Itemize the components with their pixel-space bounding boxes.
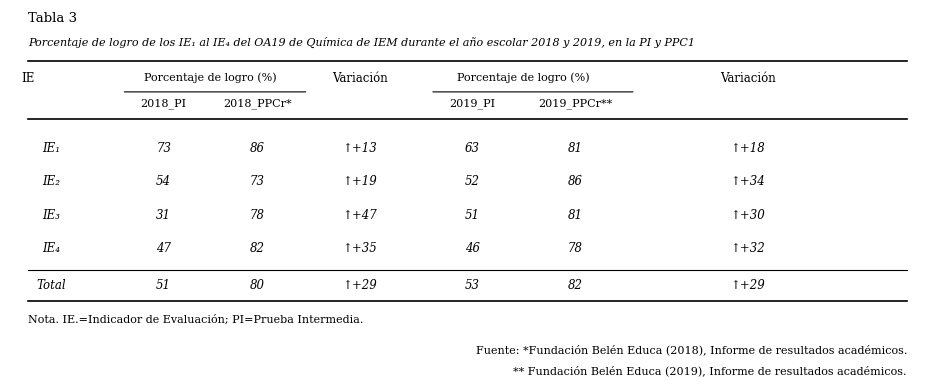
Text: IE₂: IE₂: [42, 175, 61, 188]
Text: Porcentaje de logro de los IE₁ al IE₄ del OA19 de Química de IEM durante el año : Porcentaje de logro de los IE₁ al IE₄ de…: [28, 37, 695, 48]
Text: IE₁: IE₁: [42, 142, 61, 155]
Text: ↑+13: ↑+13: [342, 142, 378, 155]
Text: ↑+29: ↑+29: [342, 279, 378, 292]
Text: 73: 73: [156, 142, 171, 155]
Text: ↑+32: ↑+32: [730, 242, 766, 255]
Text: 81: 81: [568, 208, 583, 222]
Text: ↑+47: ↑+47: [342, 208, 378, 222]
Text: 46: 46: [465, 242, 480, 255]
Text: 52: 52: [465, 175, 480, 188]
Text: 54: 54: [156, 175, 171, 188]
Text: ↑+35: ↑+35: [342, 242, 378, 255]
Text: IE₄: IE₄: [42, 242, 61, 255]
Text: ↑+30: ↑+30: [730, 208, 766, 222]
Text: 82: 82: [250, 242, 265, 255]
Text: 80: 80: [250, 279, 265, 292]
Text: 2019_PI: 2019_PI: [449, 98, 496, 109]
Text: 47: 47: [156, 242, 171, 255]
Text: Fuente: *Fundación Belén Educa (2018), Informe de resultados académicos.: Fuente: *Fundación Belén Educa (2018), I…: [476, 344, 907, 355]
Text: 51: 51: [465, 208, 480, 222]
Text: 2018_PPCr*: 2018_PPCr*: [223, 98, 292, 109]
Text: 86: 86: [568, 175, 583, 188]
Text: 2019_PPCr**: 2019_PPCr**: [538, 98, 612, 109]
Text: IE: IE: [22, 72, 35, 85]
Text: Tabla 3: Tabla 3: [28, 12, 78, 25]
Text: IE₃: IE₃: [42, 208, 61, 222]
Text: 78: 78: [250, 208, 265, 222]
Text: Total: Total: [36, 279, 66, 292]
Text: 31: 31: [156, 208, 171, 222]
Text: Porcentaje de logro (%): Porcentaje de logro (%): [457, 73, 590, 84]
Text: ↑+18: ↑+18: [730, 142, 766, 155]
Text: 73: 73: [250, 175, 265, 188]
Text: Porcentaje de logro (%): Porcentaje de logro (%): [144, 73, 277, 84]
Text: 2018_PI: 2018_PI: [140, 98, 187, 109]
Text: 86: 86: [250, 142, 265, 155]
Text: 81: 81: [568, 142, 583, 155]
Text: 53: 53: [465, 279, 480, 292]
Text: ** Fundación Belén Educa (2019), Informe de resultados académicos.: ** Fundación Belén Educa (2019), Informe…: [513, 366, 907, 377]
Text: Variación: Variación: [332, 72, 388, 85]
Text: ↑+29: ↑+29: [730, 279, 766, 292]
Text: 78: 78: [568, 242, 583, 255]
Text: ↑+34: ↑+34: [730, 175, 766, 188]
Text: Variación: Variación: [720, 72, 776, 85]
Text: 63: 63: [465, 142, 480, 155]
Text: ↑+19: ↑+19: [342, 175, 378, 188]
Text: 51: 51: [156, 279, 171, 292]
Text: 82: 82: [568, 279, 583, 292]
Text: Nota. IE.=Indicador de Evaluación; PI=Prueba Intermedia.: Nota. IE.=Indicador de Evaluación; PI=Pr…: [28, 315, 364, 325]
